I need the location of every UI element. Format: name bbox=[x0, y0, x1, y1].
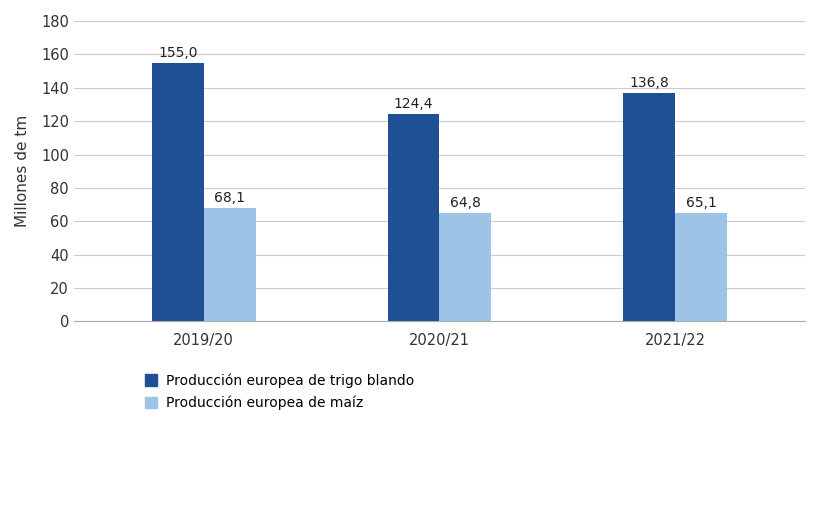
Text: 64,8: 64,8 bbox=[450, 196, 480, 210]
Text: 68,1: 68,1 bbox=[214, 191, 245, 205]
Bar bbox=[203, 208, 256, 322]
Legend: Producción europea de trigo blando, Producción europea de maíz: Producción europea de trigo blando, Prod… bbox=[139, 367, 419, 416]
Bar bbox=[439, 213, 491, 322]
Bar bbox=[387, 114, 439, 322]
Bar bbox=[152, 63, 203, 322]
Text: 65,1: 65,1 bbox=[685, 196, 716, 210]
Bar bbox=[622, 93, 675, 322]
Text: 155,0: 155,0 bbox=[158, 46, 197, 60]
Bar bbox=[675, 213, 726, 322]
Text: 124,4: 124,4 bbox=[393, 97, 432, 111]
Y-axis label: Millones de tm: Millones de tm bbox=[15, 115, 30, 228]
Text: 136,8: 136,8 bbox=[629, 76, 668, 90]
